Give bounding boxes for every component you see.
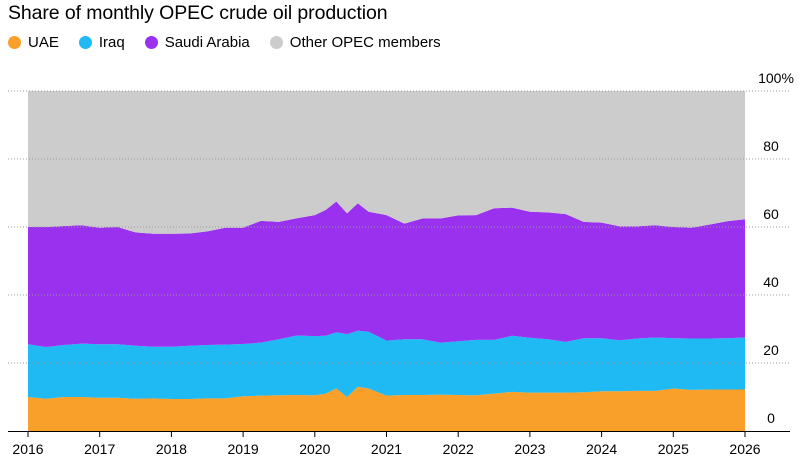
y-tick-label-80: 80 (763, 138, 779, 154)
x-tick-label-2016: 2016 (12, 441, 43, 457)
y-tick-label-20: 20 (763, 342, 779, 358)
legend-item-iraq: Iraq (78, 34, 125, 51)
legend-swatch-uae (8, 36, 21, 49)
legend-swatch-saudi-arabia (144, 36, 158, 49)
legend-label-saudi-arabia: Saudi Arabia (164, 34, 250, 51)
y-tick-label-60: 60 (763, 206, 779, 222)
x-tick-label-2018: 2018 (156, 441, 187, 457)
legend-item-other-opec: Other OPEC members (269, 34, 441, 51)
legend-item-saudi-arabia: Saudi Arabia (144, 34, 250, 51)
x-tick-label-2021: 2021 (371, 441, 402, 457)
legend-label-other-opec: Other OPEC members (289, 34, 441, 51)
legend-swatch-iraq (78, 36, 92, 49)
x-tick-label-2025: 2025 (658, 441, 689, 457)
x-tick-label-2023: 2023 (514, 441, 545, 457)
legend: UAE Iraq Saudi Arabia Other OPEC members (8, 34, 441, 51)
x-tick-label-2026: 2026 (729, 441, 760, 457)
gridlines (8, 90, 790, 364)
area-layers (28, 91, 745, 431)
y-tick-label-40: 40 (763, 274, 779, 290)
area-saudi-arabia (28, 201, 745, 347)
y-tick-label-0: 0 (767, 410, 775, 426)
x-tick-label-2024: 2024 (586, 441, 617, 457)
x-tick-label-2017: 2017 (84, 441, 115, 457)
area-other-opec-members (28, 91, 745, 234)
legend-label-uae: UAE (28, 34, 59, 51)
x-axis: 2016 2017 2018 2019 2020 2021 2022 2023 2024 2025… (8, 431, 790, 457)
x-tick-label-2019: 2019 (228, 441, 259, 457)
x-tick-label-2020: 2020 (299, 441, 330, 457)
x-tick-label-2022: 2022 (443, 441, 474, 457)
legend-swatch-other-opec (269, 36, 283, 49)
area-uae (28, 386, 745, 431)
chart-title: Share of monthly OPEC crude oil producti… (8, 2, 388, 24)
y-tick-label-100: 100% (758, 70, 794, 86)
y-axis: 0 20 40 60 80 100% (758, 70, 794, 426)
legend-item-uae: UAE (8, 34, 59, 51)
legend-label-iraq: Iraq (98, 34, 125, 51)
area-iraq (28, 330, 745, 399)
